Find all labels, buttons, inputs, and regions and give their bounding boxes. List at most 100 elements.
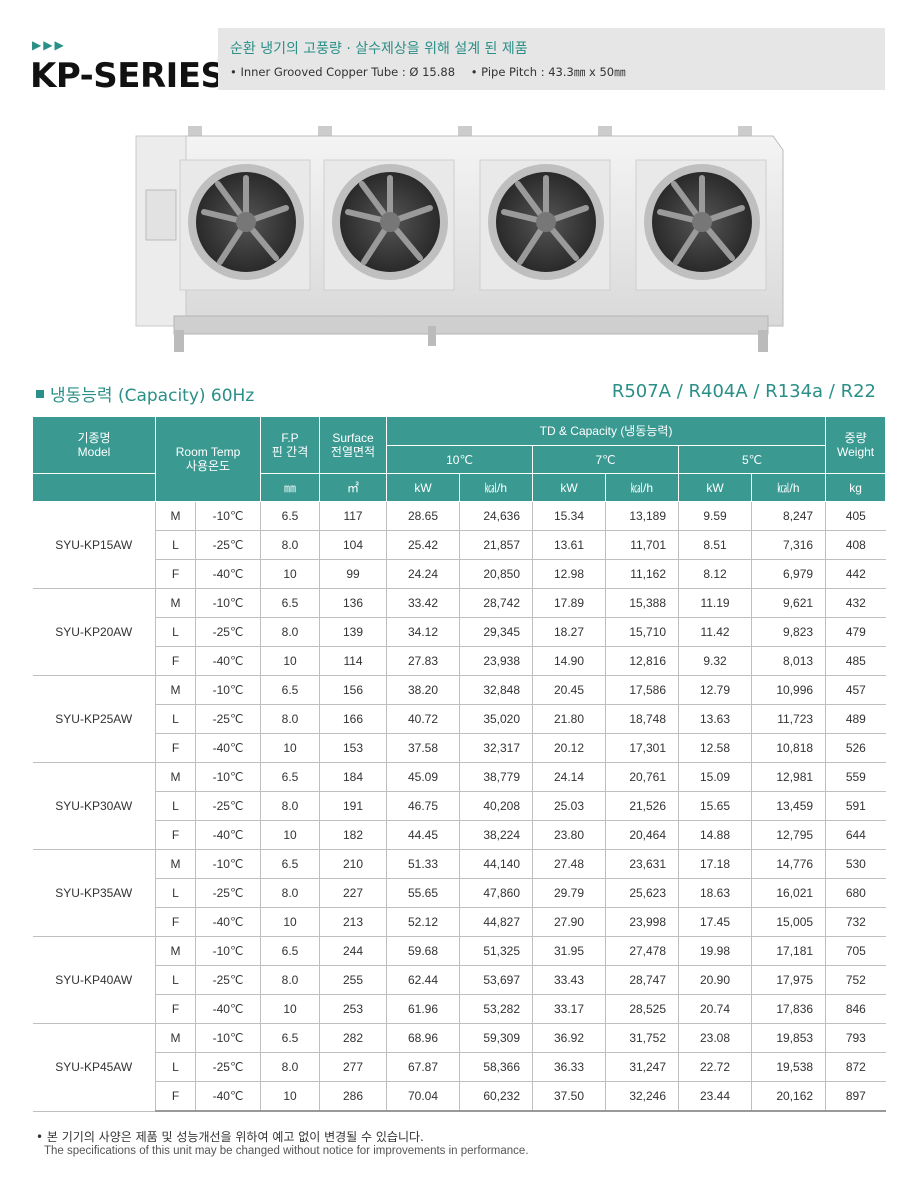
cell-kc5: 17,181 bbox=[751, 936, 826, 966]
cell-kw7: 14.90 bbox=[532, 646, 606, 676]
cell-kc10: 32,317 bbox=[459, 733, 533, 763]
cell-surface: 99 bbox=[319, 559, 387, 589]
cell-surface: 156 bbox=[319, 675, 387, 705]
cell-temp: -40℃ bbox=[194, 733, 261, 763]
cell-kc7: 28,525 bbox=[605, 994, 679, 1024]
cell-surface: 104 bbox=[319, 530, 387, 560]
cell-kw7: 20.12 bbox=[532, 733, 606, 763]
cell-kc5: 8,247 bbox=[751, 501, 826, 531]
cell-kw5: 9.59 bbox=[678, 501, 752, 531]
table-row: F -40℃ 10 114 27.83 23,938 14.90 12,816 9.32 8,01… bbox=[33, 646, 886, 676]
cell-grade: L bbox=[155, 878, 196, 908]
cell-weight: 485 bbox=[825, 646, 886, 676]
cell-kc7: 17,586 bbox=[605, 675, 679, 705]
cell-fp: 6.5 bbox=[260, 762, 320, 792]
cell-kw10: 40.72 bbox=[386, 704, 460, 734]
cell-grade: F bbox=[155, 994, 196, 1024]
cell-kw7: 12.98 bbox=[532, 559, 606, 589]
unit-kcal-5: ㎉/h bbox=[751, 473, 827, 502]
cell-kw10: 61.96 bbox=[386, 994, 460, 1024]
cell-kc10: 32,848 bbox=[459, 675, 533, 705]
cell-kw5: 22.72 bbox=[678, 1052, 752, 1082]
cell-weight: 442 bbox=[825, 559, 886, 589]
fan-3 bbox=[479, 159, 611, 291]
cell-kw5: 8.12 bbox=[678, 559, 752, 589]
cell-grade: L bbox=[155, 791, 196, 821]
cell-kw5: 20.74 bbox=[678, 994, 752, 1024]
cell-temp: -25℃ bbox=[194, 530, 261, 560]
refrigerant-list: R507A / R404A / R134a / R22 bbox=[611, 381, 876, 402]
cell-kw10: 52.12 bbox=[386, 907, 460, 937]
cell-grade: M bbox=[155, 501, 196, 531]
cell-kc7: 23,998 bbox=[605, 907, 679, 937]
unit-surface: ㎡ bbox=[319, 473, 388, 502]
cell-kw5: 12.79 bbox=[678, 675, 752, 705]
cell-kc5: 14,776 bbox=[751, 849, 826, 879]
cell-kw5: 8.51 bbox=[678, 530, 752, 560]
cell-kc10: 53,282 bbox=[459, 994, 533, 1024]
cell-weight: 732 bbox=[825, 907, 886, 937]
cell-kw5: 18.63 bbox=[678, 878, 752, 908]
cell-kw10: 62.44 bbox=[386, 965, 460, 995]
cell-kc10: 53,697 bbox=[459, 965, 533, 995]
cell-grade: L bbox=[155, 530, 196, 560]
series-title: KP-SERIES bbox=[30, 56, 225, 96]
cell-surface: 277 bbox=[319, 1052, 387, 1082]
cell-fp: 10 bbox=[260, 646, 320, 676]
cell-kc7: 21,526 bbox=[605, 791, 679, 821]
cell-kc5: 9,823 bbox=[751, 617, 826, 647]
cell-kw10: 45.09 bbox=[386, 762, 460, 792]
cell-temp: -40℃ bbox=[194, 646, 261, 676]
arrow-markers: ▶▶▶ bbox=[32, 38, 66, 52]
cell-kc7: 31,247 bbox=[605, 1052, 679, 1082]
cell-weight: 405 bbox=[825, 501, 886, 531]
cell-kc7: 11,701 bbox=[605, 530, 679, 560]
cell-grade: F bbox=[155, 1081, 196, 1112]
cell-temp: -10℃ bbox=[194, 1023, 261, 1053]
table-row: F -40℃ 10 99 24.24 20,850 12.98 11,162 8.12 6,979… bbox=[33, 559, 886, 589]
cell-kc5: 13,459 bbox=[751, 791, 826, 821]
cell-grade: M bbox=[155, 936, 196, 966]
cell-fp: 8.0 bbox=[260, 791, 320, 821]
cell-weight: 897 bbox=[825, 1081, 886, 1112]
unit-fp: ㎜ bbox=[260, 473, 321, 502]
table-row: F -40℃ 10 153 37.58 32,317 20.12 17,301 12.58 10,… bbox=[33, 733, 886, 763]
cell-kc7: 25,623 bbox=[605, 878, 679, 908]
cell-kw7: 36.33 bbox=[532, 1052, 606, 1082]
cell-fp: 10 bbox=[260, 907, 320, 937]
cell-grade: L bbox=[155, 704, 196, 734]
cell-fp: 6.5 bbox=[260, 675, 320, 705]
cell-weight: 408 bbox=[825, 530, 886, 560]
model-name: SYU-KP15AW bbox=[32, 501, 156, 589]
cell-kc10: 59,309 bbox=[459, 1023, 533, 1053]
cell-temp: -10℃ bbox=[194, 849, 261, 879]
cell-kc10: 60,232 bbox=[459, 1081, 533, 1112]
cell-kc7: 28,747 bbox=[605, 965, 679, 995]
cell-kw7: 17.89 bbox=[532, 588, 606, 618]
capacity-label: 냉동능력 (Capacity) 60Hz bbox=[50, 386, 255, 406]
table-row: F -40℃ 10 182 44.45 38,224 23.80 20,464 14.88 12,… bbox=[33, 820, 886, 850]
cell-surface: 139 bbox=[319, 617, 387, 647]
cell-surface: 286 bbox=[319, 1081, 387, 1112]
cell-kc7: 18,748 bbox=[605, 704, 679, 734]
tube-spec: • Inner Grooved Copper Tube : Ø 15.88 bbox=[230, 65, 456, 79]
cell-kw7: 33.43 bbox=[532, 965, 606, 995]
pipe-pitch-spec: • Pipe Pitch : 43.3㎜ x 50㎜ bbox=[470, 65, 626, 79]
cell-kc5: 15,005 bbox=[751, 907, 826, 937]
unit-kw-10: kW bbox=[386, 473, 461, 502]
cell-grade: M bbox=[155, 588, 196, 618]
cell-surface: 184 bbox=[319, 762, 387, 792]
cell-grade: F bbox=[155, 559, 196, 589]
cell-grade: F bbox=[155, 733, 196, 763]
td-capacity-header: TD & Capacity (냉동능력) bbox=[386, 416, 827, 446]
cell-kw10: 28.65 bbox=[386, 501, 460, 531]
cell-kw5: 11.19 bbox=[678, 588, 752, 618]
fan-1 bbox=[179, 159, 311, 291]
spec-summary-box: 순환 냉기의 고풍량 · 살수제상을 위해 설계 된 제품 • Inner Gr… bbox=[218, 28, 885, 90]
cell-fp: 10 bbox=[260, 559, 320, 589]
cell-weight: 644 bbox=[825, 820, 886, 850]
cell-temp: -25℃ bbox=[194, 704, 261, 734]
cell-surface: 153 bbox=[319, 733, 387, 763]
cell-surface: 182 bbox=[319, 820, 387, 850]
cell-temp: -25℃ bbox=[194, 617, 261, 647]
